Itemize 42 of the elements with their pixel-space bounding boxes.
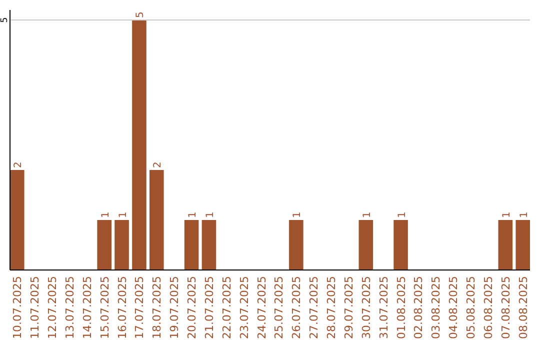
x-tick-label: 08.08.2025 <box>516 276 530 339</box>
x-tick-label: 20.07.2025 <box>186 276 199 339</box>
x-tick-label: 31.07.2025 <box>377 276 390 339</box>
x-tick-label: 11.07.2025 <box>28 276 42 339</box>
x-tick-label: 22.07.2025 <box>220 276 234 339</box>
x-tick-label: 01.08.2025 <box>394 276 408 339</box>
x-tick-label: 19.07.2025 <box>168 276 182 339</box>
x-tick-label: 12.07.2025 <box>46 276 60 339</box>
x-tick-label: 30.07.2025 <box>360 276 373 339</box>
data-label: 2 <box>152 162 164 168</box>
data-label: 1 <box>362 212 373 218</box>
data-label: 2 <box>13 162 24 168</box>
x-tick-label: 26.07.2025 <box>290 276 304 339</box>
x-tick-label: 05.08.2025 <box>464 276 478 339</box>
x-tick-label: 29.07.2025 <box>342 276 356 339</box>
x-tick-label: 03.08.2025 <box>430 276 443 339</box>
x-tick-label: 24.07.2025 <box>255 276 268 339</box>
x-tick-label: 25.07.2025 <box>272 276 286 339</box>
x-tick-label: 18.07.2025 <box>150 276 164 339</box>
data-label: 1 <box>188 212 199 218</box>
data-label: 1 <box>118 212 129 218</box>
data-label: 1 <box>501 212 512 218</box>
data-label: 1 <box>204 212 216 218</box>
data-label: 1 <box>518 212 530 218</box>
data-label: 1 <box>396 212 408 218</box>
x-tick-label: 27.07.2025 <box>308 276 321 339</box>
x-tick-label: 15.07.2025 <box>98 276 112 339</box>
x-tick-label: 06.08.2025 <box>482 276 495 339</box>
data-label: 1 <box>100 212 112 218</box>
data-label: 5 <box>135 12 146 18</box>
x-tick-label: 17.07.2025 <box>133 276 146 339</box>
x-tick-label: 14.07.2025 <box>80 276 94 339</box>
x-tick-label: 23.07.2025 <box>238 276 251 339</box>
x-tick-label: 04.08.2025 <box>447 276 460 339</box>
x-tick-label: 28.07.2025 <box>325 276 338 339</box>
x-tick-label: 02.08.2025 <box>412 276 426 339</box>
x-tick-label: 21.07.2025 <box>202 276 216 339</box>
x-tick-label: 13.07.2025 <box>63 276 76 339</box>
data-label: 1 <box>292 212 304 218</box>
x-tick-label: 10.07.2025 <box>11 276 24 339</box>
x-tick-label: 16.07.2025 <box>116 276 129 339</box>
x-tick-label: 07.08.2025 <box>499 276 512 339</box>
